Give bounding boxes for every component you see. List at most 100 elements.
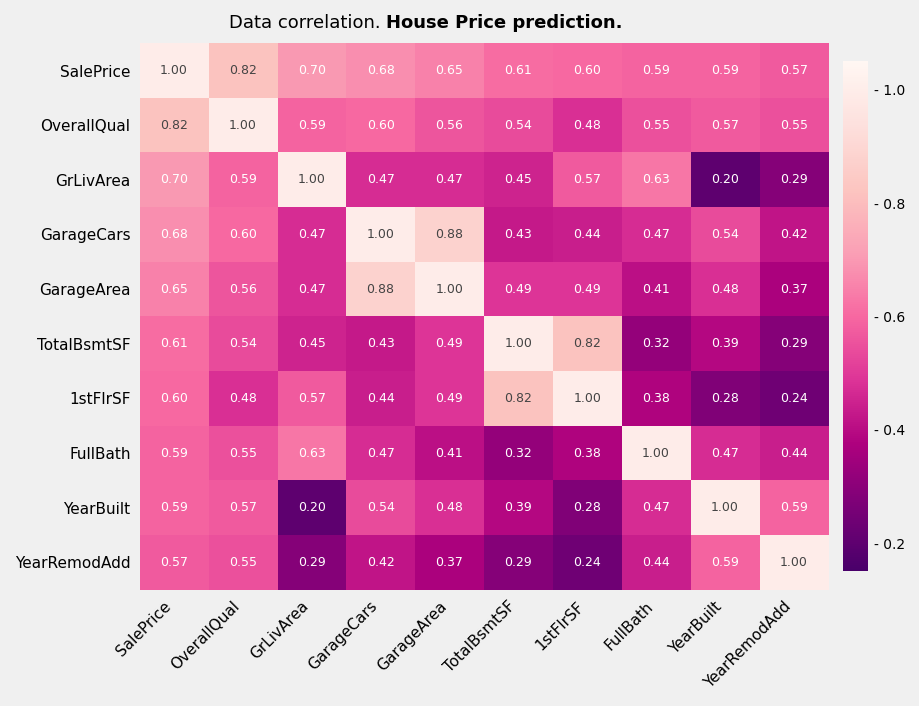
- Text: 0.61: 0.61: [160, 337, 187, 350]
- Text: 0.37: 0.37: [435, 556, 463, 569]
- Text: 0.59: 0.59: [710, 556, 738, 569]
- Text: 0.42: 0.42: [779, 228, 807, 241]
- Text: 0.24: 0.24: [573, 556, 600, 569]
- Text: 0.20: 0.20: [710, 174, 738, 186]
- Text: 1.00: 1.00: [160, 64, 187, 77]
- Text: 0.44: 0.44: [367, 392, 394, 405]
- Text: 1.00: 1.00: [710, 501, 738, 514]
- Text: 0.45: 0.45: [504, 174, 532, 186]
- Text: 0.39: 0.39: [504, 501, 531, 514]
- Text: 0.68: 0.68: [160, 228, 187, 241]
- Text: 0.59: 0.59: [641, 64, 669, 77]
- Text: 0.60: 0.60: [573, 64, 600, 77]
- Text: 0.57: 0.57: [160, 556, 187, 569]
- Text: 1.00: 1.00: [573, 392, 600, 405]
- Text: 0.82: 0.82: [160, 119, 187, 132]
- Text: 0.29: 0.29: [779, 337, 807, 350]
- Text: 0.57: 0.57: [298, 392, 325, 405]
- Text: 1.00: 1.00: [641, 446, 669, 460]
- Text: 1.00: 1.00: [779, 556, 807, 569]
- Text: 1.00: 1.00: [504, 337, 532, 350]
- Text: 0.59: 0.59: [779, 501, 807, 514]
- Text: 0.55: 0.55: [641, 119, 669, 132]
- Text: 0.54: 0.54: [710, 228, 738, 241]
- Text: 0.70: 0.70: [160, 174, 187, 186]
- Text: 0.57: 0.57: [573, 174, 600, 186]
- Text: 0.47: 0.47: [367, 446, 394, 460]
- Text: 0.54: 0.54: [229, 337, 256, 350]
- Text: 0.57: 0.57: [229, 501, 256, 514]
- Text: 0.59: 0.59: [160, 501, 187, 514]
- Text: 0.32: 0.32: [504, 446, 531, 460]
- Text: 0.55: 0.55: [229, 556, 256, 569]
- Text: 0.59: 0.59: [710, 64, 738, 77]
- Text: 0.44: 0.44: [641, 556, 669, 569]
- Text: 0.56: 0.56: [229, 282, 256, 296]
- Text: 0.49: 0.49: [435, 392, 463, 405]
- Text: 1.00: 1.00: [229, 119, 256, 132]
- Text: 0.39: 0.39: [710, 337, 738, 350]
- Text: 0.47: 0.47: [641, 228, 669, 241]
- Text: 1.00: 1.00: [298, 174, 325, 186]
- Text: 0.60: 0.60: [367, 119, 394, 132]
- Text: 1.00: 1.00: [435, 282, 463, 296]
- Text: 0.57: 0.57: [710, 119, 738, 132]
- Text: 0.47: 0.47: [641, 501, 669, 514]
- Text: 0.29: 0.29: [298, 556, 325, 569]
- Text: 0.60: 0.60: [229, 228, 256, 241]
- Text: 0.59: 0.59: [298, 119, 325, 132]
- Text: 0.55: 0.55: [779, 119, 807, 132]
- Text: 0.82: 0.82: [229, 64, 256, 77]
- Text: 0.65: 0.65: [160, 282, 187, 296]
- Text: 0.65: 0.65: [435, 64, 463, 77]
- Text: 0.63: 0.63: [298, 446, 325, 460]
- Text: Data correlation.: Data correlation.: [229, 14, 386, 32]
- Text: 0.49: 0.49: [435, 337, 463, 350]
- Text: 0.38: 0.38: [641, 392, 669, 405]
- Text: House Price prediction.: House Price prediction.: [386, 14, 622, 32]
- Text: 0.38: 0.38: [573, 446, 600, 460]
- Text: 0.54: 0.54: [367, 501, 394, 514]
- Text: 0.60: 0.60: [160, 392, 187, 405]
- Text: 0.63: 0.63: [641, 174, 669, 186]
- Text: 0.82: 0.82: [504, 392, 532, 405]
- Text: 0.88: 0.88: [366, 282, 394, 296]
- Text: 0.82: 0.82: [573, 337, 600, 350]
- Text: 0.44: 0.44: [573, 228, 600, 241]
- Text: 0.28: 0.28: [710, 392, 738, 405]
- Text: 0.43: 0.43: [367, 337, 394, 350]
- Text: 0.55: 0.55: [229, 446, 256, 460]
- Text: 0.57: 0.57: [779, 64, 807, 77]
- Text: 0.29: 0.29: [779, 174, 807, 186]
- Text: 0.44: 0.44: [779, 446, 807, 460]
- Text: 0.41: 0.41: [435, 446, 463, 460]
- Text: 0.59: 0.59: [160, 446, 187, 460]
- Text: 0.47: 0.47: [367, 174, 394, 186]
- Text: 0.47: 0.47: [435, 174, 463, 186]
- Text: 0.70: 0.70: [298, 64, 325, 77]
- Text: 0.48: 0.48: [435, 501, 463, 514]
- Text: 0.48: 0.48: [710, 282, 738, 296]
- Text: 0.48: 0.48: [229, 392, 256, 405]
- Text: 0.47: 0.47: [710, 446, 738, 460]
- Text: 0.61: 0.61: [504, 64, 531, 77]
- Text: 0.59: 0.59: [229, 174, 256, 186]
- Text: 1.00: 1.00: [367, 228, 394, 241]
- Text: 0.41: 0.41: [641, 282, 669, 296]
- Text: 0.45: 0.45: [298, 337, 325, 350]
- Text: 0.28: 0.28: [573, 501, 600, 514]
- Text: 0.32: 0.32: [641, 337, 669, 350]
- Text: 0.47: 0.47: [298, 282, 325, 296]
- Text: 0.56: 0.56: [435, 119, 463, 132]
- Text: 0.54: 0.54: [504, 119, 532, 132]
- Text: 0.88: 0.88: [435, 228, 463, 241]
- Text: 0.20: 0.20: [298, 501, 325, 514]
- Text: 0.68: 0.68: [367, 64, 394, 77]
- Text: 0.47: 0.47: [298, 228, 325, 241]
- Text: 0.43: 0.43: [504, 228, 531, 241]
- Text: 0.49: 0.49: [573, 282, 600, 296]
- Text: 0.37: 0.37: [779, 282, 807, 296]
- Text: 0.49: 0.49: [504, 282, 531, 296]
- Text: 0.42: 0.42: [367, 556, 394, 569]
- Text: 0.24: 0.24: [779, 392, 807, 405]
